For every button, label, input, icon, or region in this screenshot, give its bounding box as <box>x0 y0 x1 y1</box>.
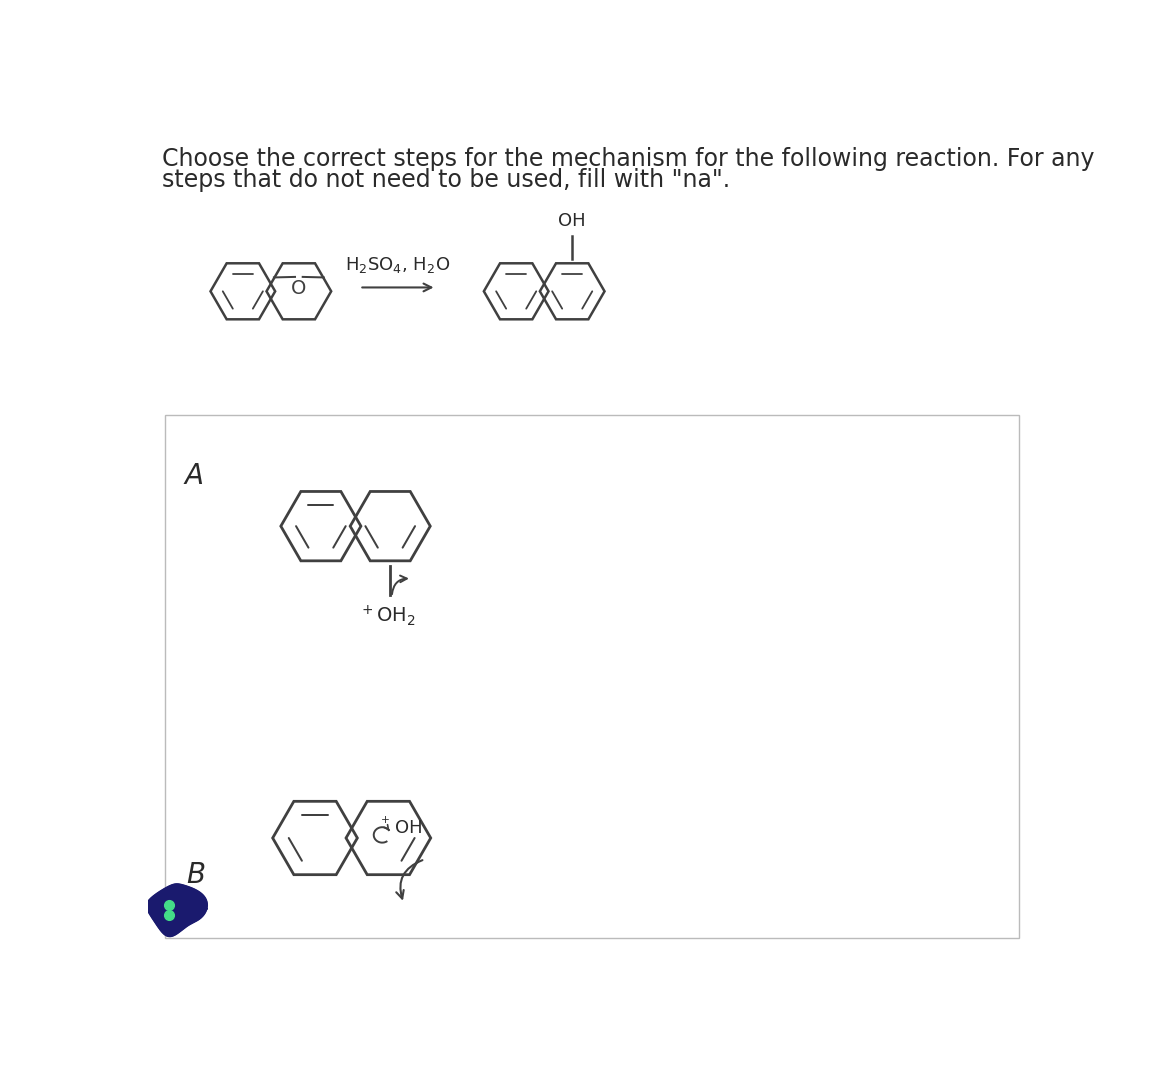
Text: H$_2$SO$_4$, H$_2$O: H$_2$SO$_4$, H$_2$O <box>345 255 450 275</box>
Polygon shape <box>147 885 207 936</box>
Text: Choose the correct steps for the mechanism for the following reaction. For any: Choose the correct steps for the mechani… <box>161 147 1094 171</box>
Text: B: B <box>186 861 205 889</box>
Text: OH: OH <box>395 819 423 837</box>
Text: A: A <box>184 462 204 490</box>
Text: $^+$: $^+$ <box>378 815 390 831</box>
Text: $^+$OH$_2$: $^+$OH$_2$ <box>359 603 416 627</box>
Text: steps that do not need to be used, fill with "na".: steps that do not need to be used, fill … <box>161 168 730 192</box>
Bar <box>164 415 1019 939</box>
Text: O: O <box>291 280 307 298</box>
Text: OH: OH <box>558 212 586 230</box>
